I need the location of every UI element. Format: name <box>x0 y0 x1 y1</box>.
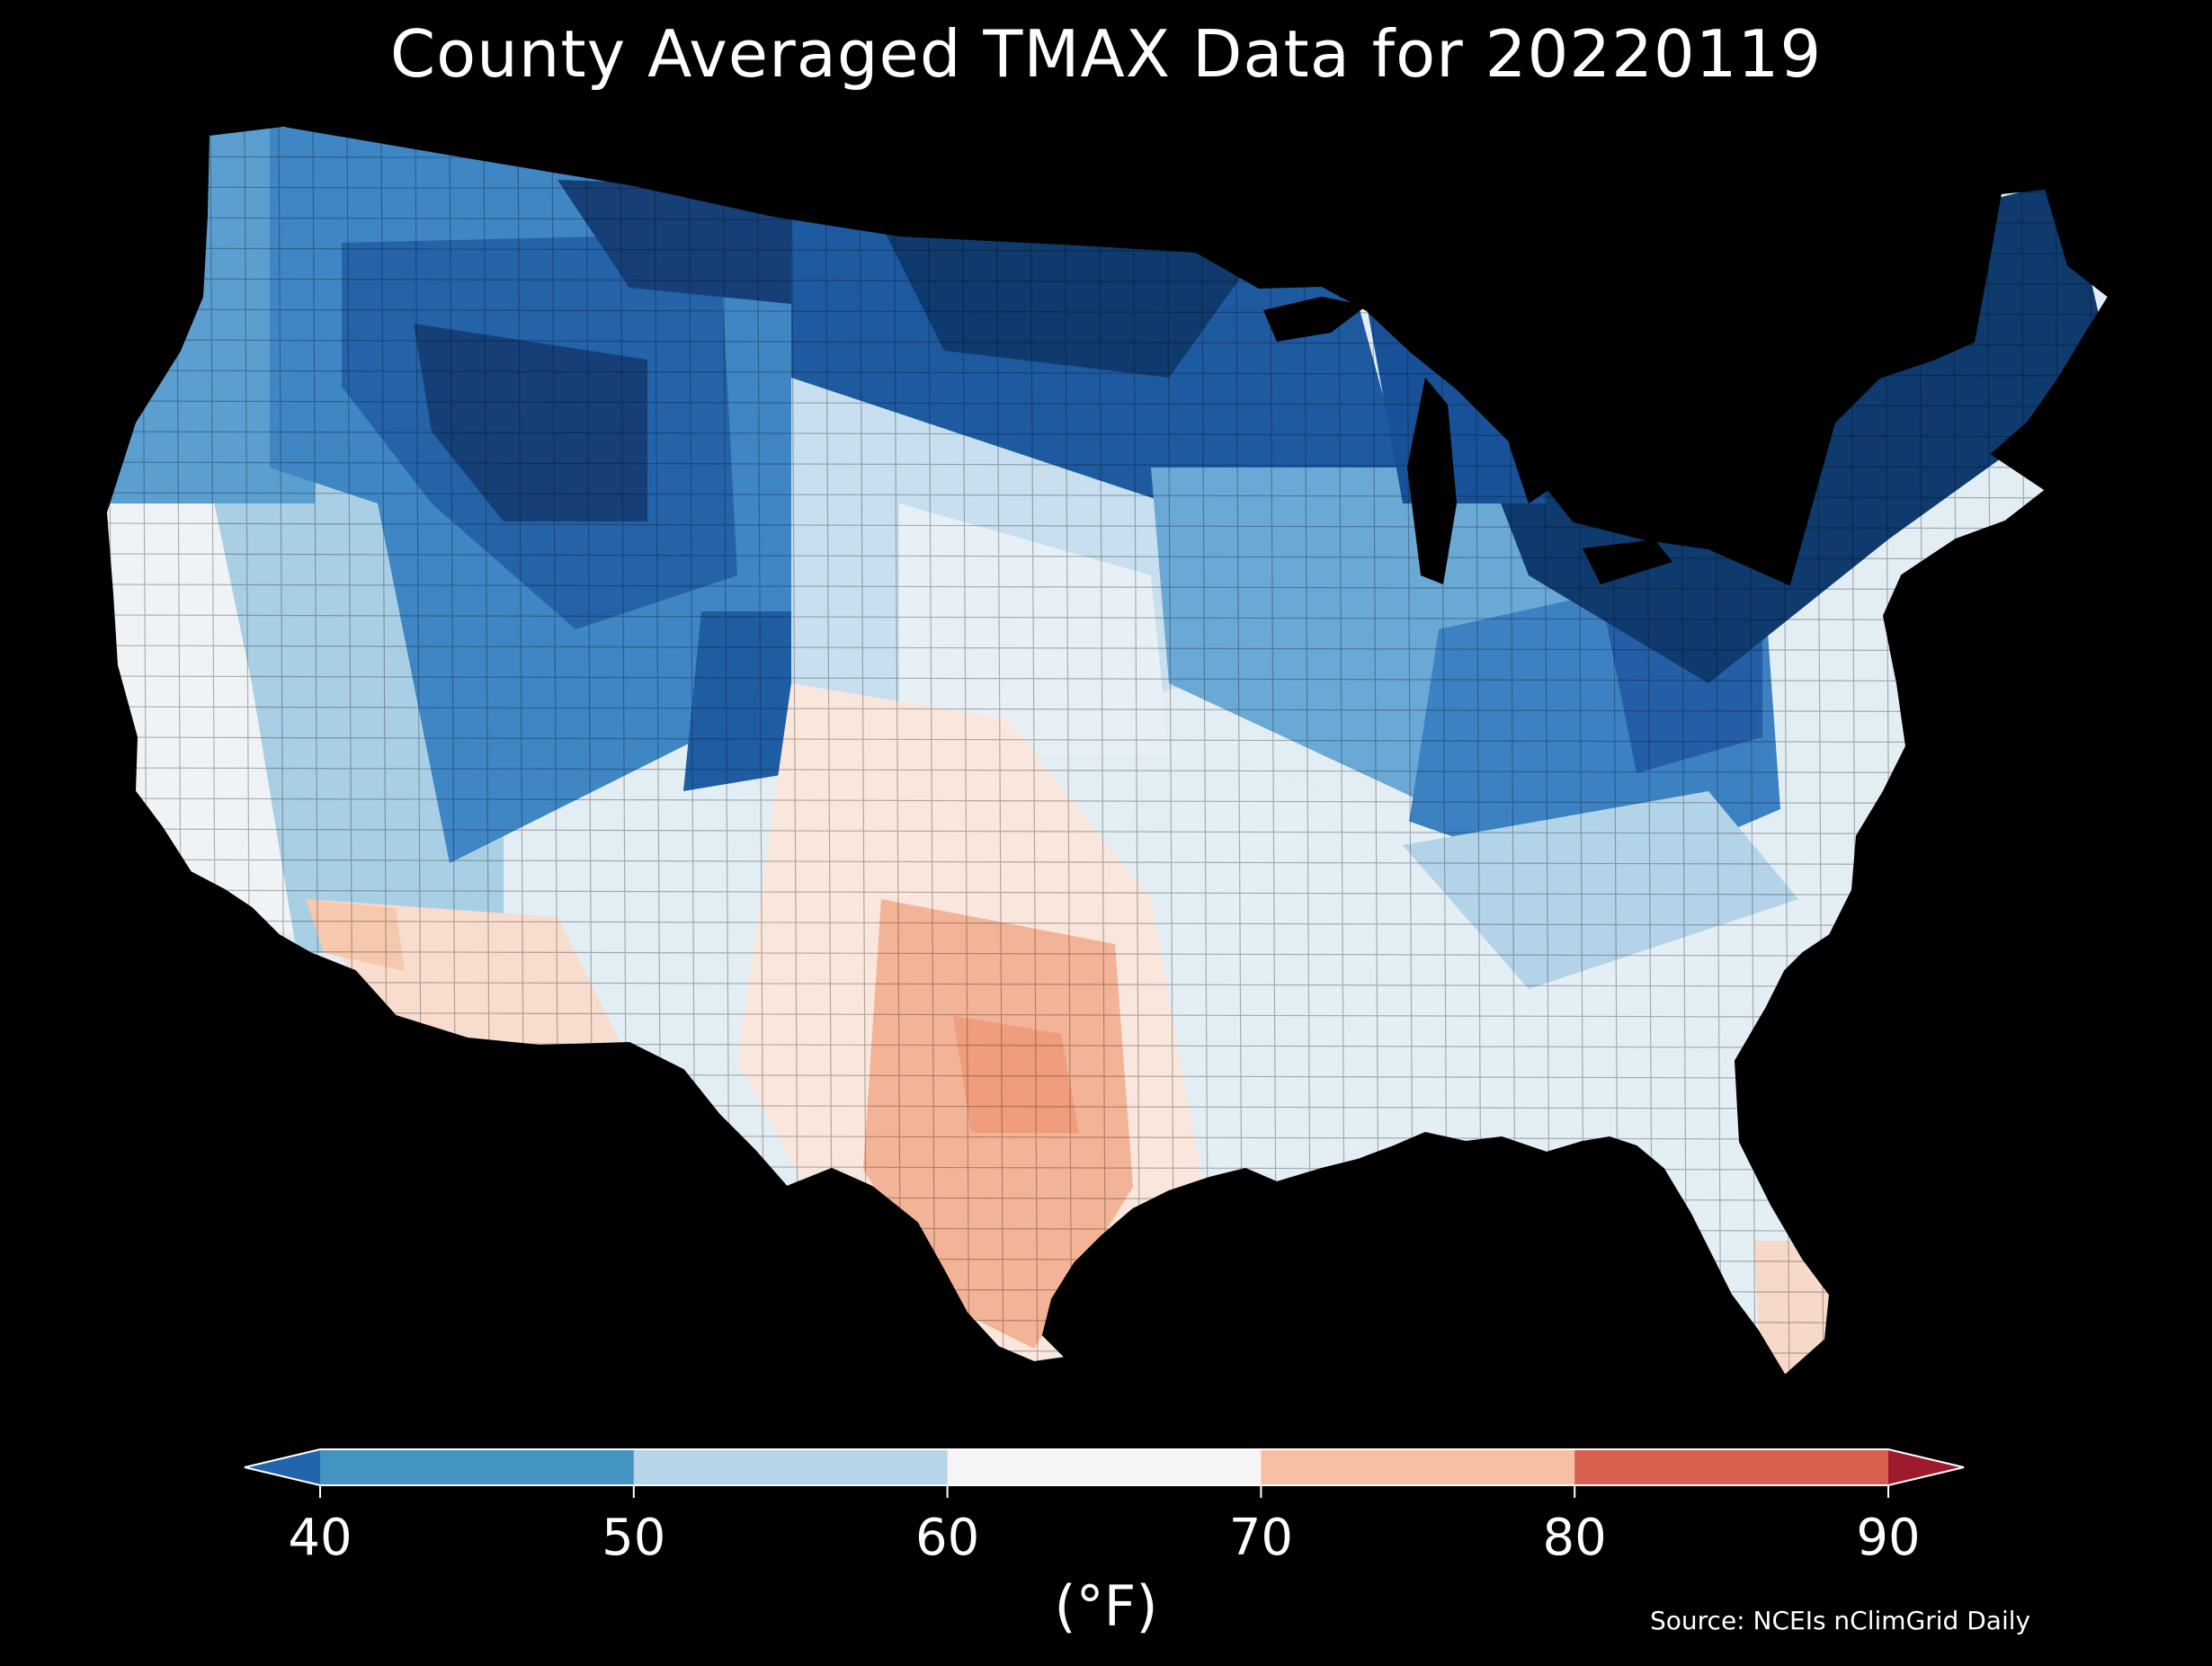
colorbar-tick-label: 50 <box>602 1509 666 1567</box>
colorbar-tick-label: 60 <box>914 1509 980 1567</box>
colorbar-tick-label: 80 <box>1542 1509 1607 1567</box>
colorbar-bin <box>1574 1449 1889 1485</box>
colorbar-bin <box>947 1449 1262 1485</box>
colorbar-bin <box>633 1449 949 1485</box>
colorbar-bin <box>1261 1449 1575 1485</box>
colorbar-tick-label: 70 <box>1228 1509 1294 1567</box>
colorbar-bin <box>320 1449 635 1485</box>
colorbar-tick-label: 90 <box>1856 1509 1921 1567</box>
colorbar-label: (°F) <box>1054 1573 1158 1639</box>
colorbar-tick-label: 40 <box>288 1509 352 1567</box>
colorbar-extend-low <box>245 1449 320 1485</box>
colorbar-extend-high <box>1888 1449 1964 1485</box>
great-lakes <box>1263 297 1735 584</box>
map-title: County Averaged TMAX Data for 20220119 <box>389 16 1823 92</box>
source-note: Source: NCEIs nClimGrid Daily <box>1650 1606 2031 1635</box>
